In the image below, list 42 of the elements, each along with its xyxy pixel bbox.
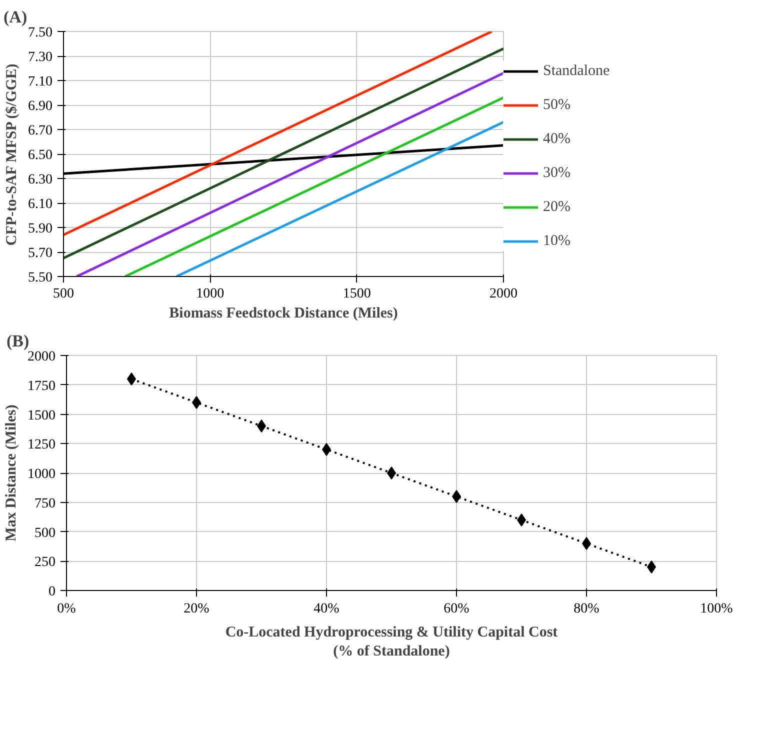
y-tick-label: 2000 [28, 350, 56, 364]
y-tick-label: 250 [34, 555, 56, 570]
y-axis-title: CFP-to-SAF MFSP ($/GGE) [4, 64, 20, 246]
legend-label: 10% [543, 232, 570, 250]
y-tick-label: 0 [48, 584, 56, 600]
y-axis-title: Max Distance (Miles) [4, 404, 20, 542]
y-tick-label: 6.70 [28, 124, 52, 138]
y-tick-label: 6.10 [28, 197, 52, 212]
y-tick-label: 5.50 [28, 270, 52, 286]
y-tick-label: 7.30 [28, 50, 52, 65]
legend-label: 50% [543, 96, 570, 114]
y-tick-label: 5.90 [28, 222, 52, 236]
chart-title: (B) [6, 332, 30, 350]
x-tick-label: 20% [184, 602, 210, 616]
legend-label: 20% [543, 198, 570, 216]
x-tick-label: 80% [574, 602, 600, 616]
y-tick-label: 1750 [28, 378, 56, 394]
y-tick-label: 7.10 [28, 74, 52, 90]
y-tick-label: 750 [34, 496, 56, 512]
chart-title: (A) [4, 8, 28, 26]
legend-label: 30% [543, 164, 570, 182]
legend-label: 40% [543, 130, 570, 148]
x-axis-title: Biomass Feedstock Distance (Miles) [169, 306, 398, 322]
y-tick-label: 1500 [28, 408, 56, 424]
x-tick-label: 1000 [196, 286, 224, 302]
y-tick-label: 7.50 [28, 26, 52, 40]
y-tick-label: 6.90 [28, 99, 52, 114]
x-axis-title: Co-Located Hydroprocessing & Utility Capital Cost (% of Standalone) [225, 624, 558, 660]
x-tick-label: 2000 [490, 286, 518, 302]
legend-label: Standalone [543, 62, 610, 80]
x-tick-label: 40% [314, 602, 340, 616]
y-tick-label: 5.70 [28, 246, 52, 261]
x-tick-label: 1500 [342, 286, 371, 302]
y-tick-label: 500 [34, 526, 56, 541]
y-tick-label: 1250 [28, 438, 56, 453]
y-tick-label: 6.50 [28, 148, 52, 163]
y-tick-label: 6.30 [28, 172, 52, 188]
y-tick-label: 1000 [28, 467, 56, 482]
x-tick-label: 100% [700, 602, 734, 616]
x-tick-label: 60% [444, 602, 470, 616]
x-tick-label: 0% [57, 602, 76, 616]
x-tick-label: 500 [53, 286, 74, 302]
